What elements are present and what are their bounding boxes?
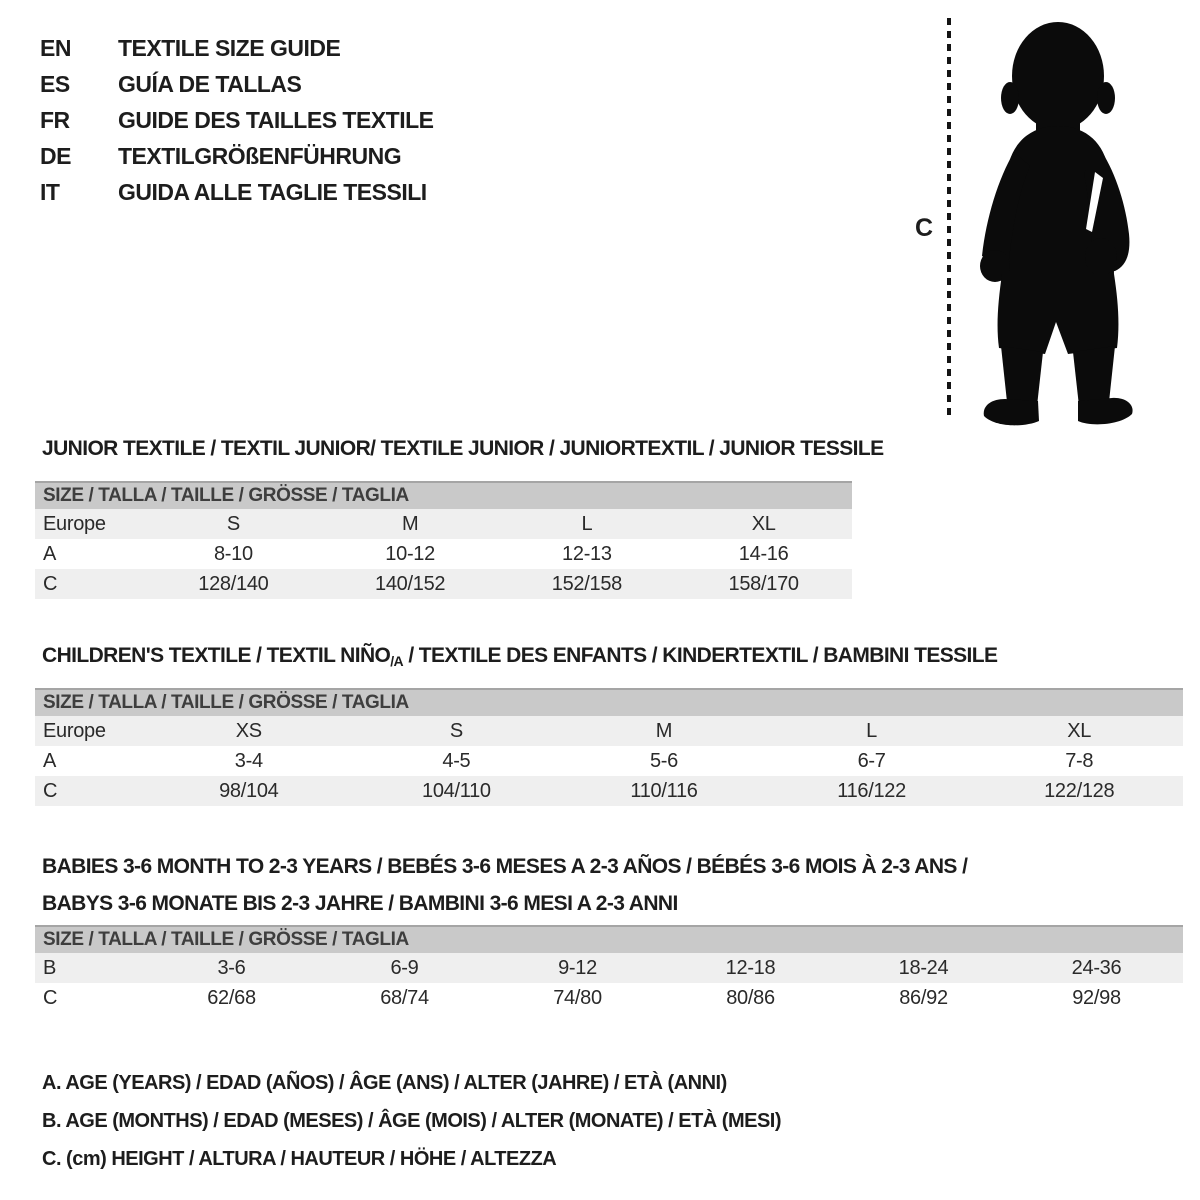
table-cell: 5-6 — [649, 750, 678, 772]
row-label-cell: B — [43, 957, 57, 979]
table-cell: M — [401, 513, 419, 535]
table-cell: 104/110 — [422, 780, 491, 802]
language-row: EN TEXTILE SIZE GUIDE — [40, 30, 434, 66]
junior-section-title: JUNIOR TEXTILE / TEXTIL JUNIOR/ TEXTILE … — [42, 437, 884, 460]
table-row: Europe XS S M L XL — [35, 716, 1183, 746]
table-row: C 128/140 140/152 152/158 158/170 — [35, 569, 852, 599]
size-header-bar: SIZE / TALLA / TAILLE / GRÖSSE / TAGLIA — [35, 925, 1183, 953]
row-label-cell: C — [43, 987, 58, 1009]
language-row: DE TEXTILGRÖßENFÜHRUNG — [40, 138, 434, 174]
table-cell: M — [655, 720, 673, 742]
table-cell: 3-4 — [234, 750, 263, 772]
table-cell: S — [226, 513, 240, 535]
language-row: IT GUIDA ALLE TAGLIE TESSILI — [40, 174, 434, 210]
language-row: ES GUÍA DE TALLAS — [40, 66, 434, 102]
legend-line-c: C. (cm) HEIGHT / ALTURA / HAUTEUR / HÖHE… — [42, 1148, 557, 1170]
table-cell: 68/74 — [380, 987, 429, 1009]
table-cell: XL — [751, 513, 776, 535]
table-cell: 122/128 — [1044, 780, 1115, 802]
table-cell: 6-7 — [857, 750, 886, 772]
children-section-title: CHILDREN'S TEXTILE / TEXTIL NIÑO/A / TEX… — [42, 644, 998, 669]
table-cell: 12-18 — [725, 957, 776, 979]
junior-size-table: SIZE / TALLA / TAILLE / GRÖSSE / TAGLIA … — [35, 481, 852, 599]
height-measure-dashed-line — [947, 18, 951, 418]
table-cell: 7-8 — [1065, 750, 1094, 772]
table-cell: 14-16 — [738, 543, 789, 565]
row-label-cell: C — [43, 780, 58, 802]
table-cell: 128/140 — [198, 573, 269, 595]
table-row: B 3-6 6-9 9-12 12-18 18-24 24-36 — [35, 953, 1183, 983]
language-code: DE — [40, 143, 71, 169]
babies-size-table: SIZE / TALLA / TAILLE / GRÖSSE / TAGLIA … — [35, 925, 1183, 1013]
language-label: GUÍA DE TALLAS — [118, 71, 302, 97]
legend-line-b: B. AGE (MONTHS) / EDAD (MESES) / ÂGE (MO… — [42, 1110, 782, 1132]
language-label: TEXTILE SIZE GUIDE — [118, 35, 341, 61]
language-label: TEXTILGRÖßENFÜHRUNG — [118, 143, 402, 169]
language-label: GUIDE DES TAILLES TEXTILE — [118, 107, 434, 133]
size-header-bar: SIZE / TALLA / TAILLE / GRÖSSE / TAGLIA — [35, 688, 1183, 716]
table-row: A 8-10 10-12 12-13 14-16 — [35, 539, 852, 569]
table-cell: 10-12 — [385, 543, 435, 565]
table-cell: 152/158 — [551, 573, 623, 595]
table-cell: 24-36 — [1071, 957, 1122, 979]
table-cell: 18-24 — [898, 957, 949, 979]
babies-section-title: BABIES 3-6 MONTH TO 2-3 YEARS / BEBÉS 3-… — [42, 848, 968, 922]
row-label-cell: C — [43, 573, 58, 595]
babies-title-line2: BABYS 3-6 MONATE BIS 2-3 JAHRE / BAMBINI… — [42, 892, 678, 915]
table-row: C 62/68 68/74 74/80 80/86 86/92 92/98 — [35, 983, 1183, 1013]
size-header-bar: SIZE / TALLA / TAILLE / GRÖSSE / TAGLIA — [35, 481, 852, 509]
table-cell: L — [581, 513, 593, 535]
row-label-cell: Europe — [43, 720, 106, 742]
table-cell: 8-10 — [213, 543, 253, 565]
table-cell: L — [866, 720, 877, 742]
language-list: EN TEXTILE SIZE GUIDE ES GUÍA DE TALLAS … — [40, 30, 434, 210]
table-row: A 3-4 4-5 5-6 6-7 7-8 — [35, 746, 1183, 776]
row-label-cell: Europe — [43, 513, 106, 535]
table-cell: 9-12 — [558, 957, 597, 979]
babies-title-line1: BABIES 3-6 MONTH TO 2-3 YEARS / BEBÉS 3-… — [42, 855, 968, 878]
row-label-cell: A — [43, 543, 57, 565]
table-cell: 80/86 — [726, 987, 775, 1009]
children-title-prefix: CHILDREN'S TEXTILE / TEXTIL NIÑO — [42, 644, 391, 667]
language-label: GUIDA ALLE TAGLIE TESSILI — [118, 179, 427, 205]
table-cell: 116/122 — [837, 780, 906, 802]
legend: A. AGE (YEARS) / EDAD (AÑOS) / ÂGE (ANS)… — [42, 1064, 782, 1178]
table-cell: 12-13 — [562, 543, 612, 565]
language-row: FR GUIDE DES TAILLES TEXTILE — [40, 102, 434, 138]
table-cell: 3-6 — [217, 957, 246, 979]
table-cell: 62/68 — [207, 987, 256, 1009]
table-cell: 158/170 — [728, 573, 800, 595]
row-label-cell: A — [43, 750, 57, 772]
children-size-table: SIZE / TALLA / TAILLE / GRÖSSE / TAGLIA … — [35, 688, 1183, 806]
table-cell: XL — [1067, 720, 1092, 742]
table-row: Europe S M L XL — [35, 509, 852, 539]
table-cell: 6-9 — [390, 957, 419, 979]
table-cell: S — [449, 720, 463, 742]
table-cell: 92/98 — [1072, 987, 1121, 1009]
table-cell: 98/104 — [219, 780, 279, 802]
children-title-suffix: / TEXTILE DES ENFANTS / KINDERTEXTIL / B… — [403, 644, 998, 667]
table-cell: 74/80 — [553, 987, 602, 1009]
legend-line-a: A. AGE (YEARS) / EDAD (AÑOS) / ÂGE (ANS)… — [42, 1072, 727, 1094]
toddler-silhouette-icon — [980, 22, 1133, 426]
height-measure-label: C — [915, 214, 934, 242]
language-code: FR — [40, 107, 70, 133]
table-cell: 110/116 — [630, 780, 698, 802]
language-code: IT — [40, 179, 60, 205]
language-code: EN — [40, 35, 71, 61]
table-cell: XS — [235, 720, 262, 742]
children-title-subscript: /A — [390, 653, 404, 669]
table-cell: 86/92 — [899, 987, 948, 1009]
table-row: C 98/104 104/110 110/116 116/122 122/128 — [35, 776, 1183, 806]
table-cell: 4-5 — [442, 750, 471, 772]
table-cell: 140/152 — [375, 573, 446, 595]
language-code: ES — [40, 71, 70, 97]
